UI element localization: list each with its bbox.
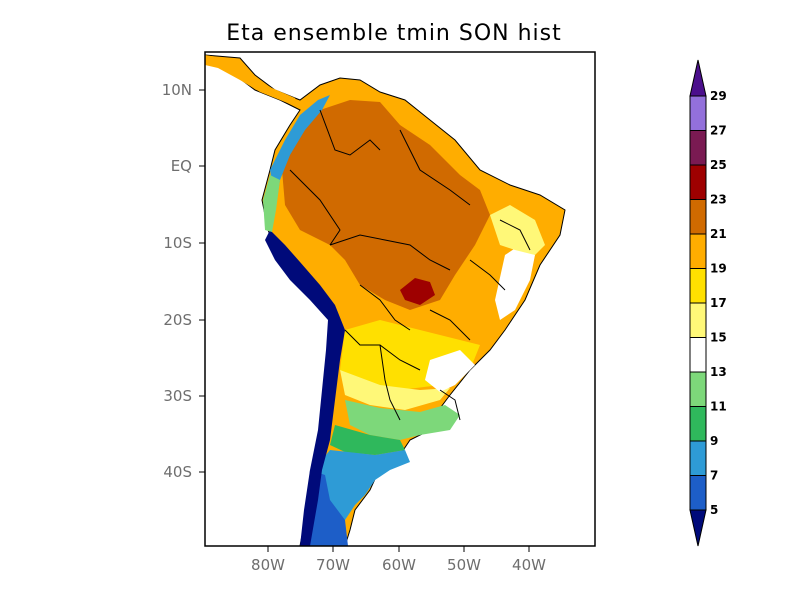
lat-tick-label: 20S [163,311,192,329]
colorbar-top-arrow [689,59,707,97]
latitude-axis: 10N EQ 10S 20S 30S 40S [162,81,205,481]
lon-tick-label: 60W [382,556,416,574]
colorbar-swatch [689,337,707,373]
colorbar-label: 21 [710,227,727,241]
colorbar: 29 27 25 23 21 19 17 15 13 11 9 7 5 [689,59,727,547]
colorbar-label: 17 [710,296,727,310]
map-frame [204,51,596,547]
colorbar-swatch [689,406,707,442]
region-andes-north-green [263,175,280,232]
region-se-white [425,350,475,392]
colorbar-swatch [689,302,707,338]
region-25 [400,278,435,305]
colorbar-swatch [689,164,707,200]
colorbar-label: 29 [710,89,727,103]
region-23 [282,100,490,310]
colorbar-bottom-arrow [689,509,707,547]
lon-tick-label: 40W [512,556,546,574]
lon-tick-label: 50W [447,556,481,574]
lat-tick-label: 10S [163,234,192,252]
colorbar-swatch [689,475,707,511]
longitude-axis: 80W 70W 60W 50W 40W [251,546,546,574]
colorbar-label: 25 [710,158,727,172]
region-central-america [205,55,300,108]
colorbar-swatch [689,199,707,235]
region-ne-17 [490,205,545,255]
region-ne-15 [495,245,535,320]
region-9 [318,450,410,520]
region-17 [340,370,450,410]
region-andes-5 [265,230,345,546]
colorbar-label: 23 [710,193,727,207]
lat-tick-label: 30S [163,387,192,405]
map-area [205,54,566,546]
lat-tick-label: EQ [171,157,192,175]
lon-tick-label: 80W [251,556,285,574]
colorbar-swatch [689,233,707,269]
region-13 [345,400,460,440]
lat-tick-label: 10N [162,81,192,99]
colorbar-swatch [689,371,707,407]
colorbar-label: 13 [710,365,727,379]
colorbar-swatch [689,130,707,166]
colorbar-label: 15 [710,331,727,345]
colorbar-label: 5 [710,503,718,517]
map-title: Eta ensemble tmin SON hist [226,21,562,46]
colorbar-label: 7 [710,469,718,483]
colorbar-swatch [689,440,707,476]
colorbar-label: 27 [710,124,727,138]
colorbar-label: 19 [710,262,727,276]
lon-tick-label: 70W [316,556,350,574]
lat-tick-label: 40S [163,463,192,481]
colorbar-label: 9 [710,434,718,448]
colorbar-swatch [689,95,707,131]
region-11 [330,425,405,455]
colorbar-label: 11 [710,400,727,414]
colorbar-swatch [689,268,707,304]
country-borders [289,109,531,421]
